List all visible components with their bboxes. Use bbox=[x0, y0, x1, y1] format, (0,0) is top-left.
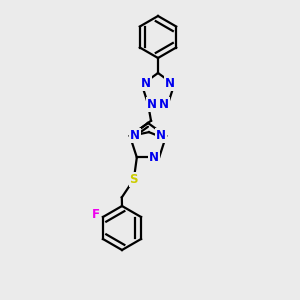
Text: N: N bbox=[149, 151, 159, 164]
Text: N: N bbox=[156, 129, 166, 142]
Text: F: F bbox=[92, 208, 100, 221]
Text: N: N bbox=[147, 98, 157, 111]
Text: N: N bbox=[130, 129, 140, 142]
Text: N: N bbox=[159, 98, 169, 111]
Text: S: S bbox=[130, 173, 138, 186]
Text: N: N bbox=[165, 77, 175, 90]
Text: N: N bbox=[141, 77, 151, 90]
